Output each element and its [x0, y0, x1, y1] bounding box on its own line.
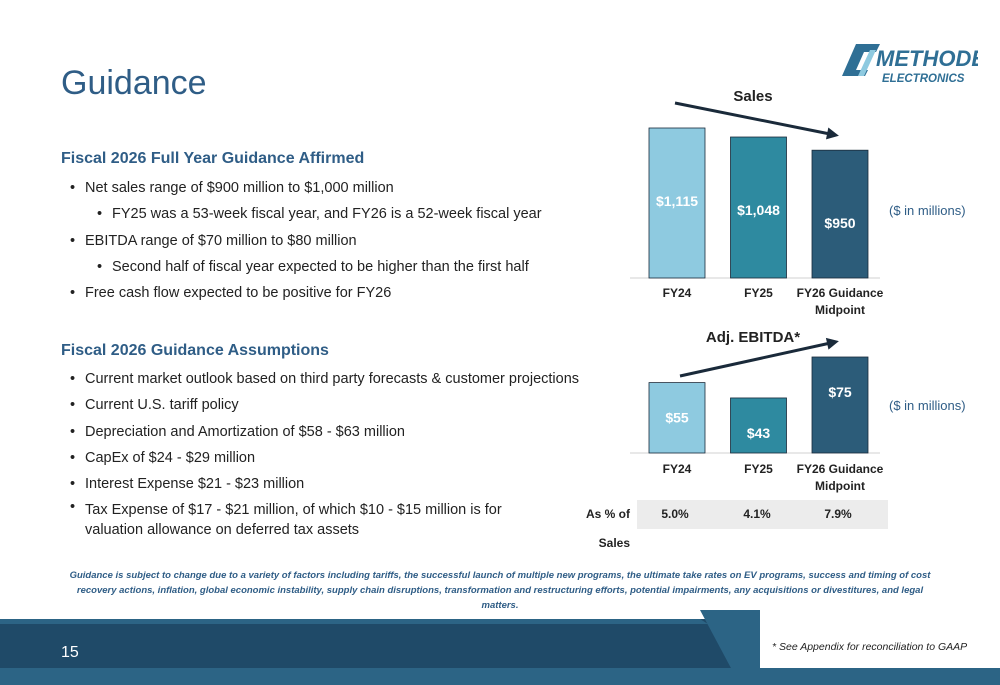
sales-unit-label: ($ in millions)	[889, 203, 966, 218]
bar-fy26-guidance-midpoint	[811, 356, 869, 454]
bullet-item: Current market outlook based on third pa…	[70, 366, 579, 393]
x-tick-label: FY25	[744, 286, 773, 300]
bar-fy24	[648, 382, 706, 454]
bullet-item: Free cash flow expected to be positive f…	[70, 280, 542, 307]
data-label: $43	[747, 425, 771, 441]
svg-text:ELECTRONICS: ELECTRONICS	[882, 73, 965, 85]
sub-bullet-item: FY25 was a 53-week fiscal year, and FY26…	[97, 201, 542, 228]
svg-text:METHODE: METHODE	[876, 46, 978, 71]
pct-of-sales-cells: 5.0% 4.1% 7.9%	[637, 500, 888, 529]
bullet-item: EBITDA range of $70 million to $80 milli…	[70, 228, 542, 255]
guidance-bullet-list: Net sales range of $900 million to $1,00…	[70, 175, 542, 307]
bar-fy26-guidance-midpoint	[811, 149, 869, 279]
data-label: $950	[824, 215, 855, 231]
ebitda-bar-chart: $55 $43 $75	[630, 337, 880, 454]
bullet-item: CapEx of $24 - $29 million	[70, 445, 550, 472]
data-label: $55	[665, 410, 689, 426]
bullet-item: Net sales range of $900 million to $1,00…	[70, 175, 542, 202]
bullet-item: Interest Expense $21 - $23 million	[70, 471, 550, 498]
trend-arrow-head	[825, 127, 839, 140]
data-label: $1,048	[737, 202, 780, 218]
trend-arrow	[679, 340, 836, 378]
pct-of-sales-row: As % of Sales 5.0% 4.1% 7.9%	[560, 500, 888, 550]
assumptions-bullet-list: Current market outlook based on third pa…	[70, 366, 579, 540]
methode-logo: METHODE ELECTRONICS	[838, 40, 978, 88]
pct-cell-fy25: 4.1%	[743, 507, 771, 521]
page-title: Guidance	[61, 64, 207, 102]
x-tick-label: FY26 Guidance Midpoint	[796, 462, 884, 493]
bullet-item: Depreciation and Amortization of $58 - $…	[70, 419, 550, 446]
section-heading-guidance: Fiscal 2026 Full Year Guidance Affirmed	[61, 150, 365, 167]
trend-arrow-head	[825, 337, 839, 350]
x-tick-label: FY25	[744, 462, 773, 476]
data-label: $75	[828, 384, 852, 400]
sales-bar-chart: $1,115 $1,048 $950	[630, 101, 880, 279]
ebitda-chart-title: Adj. EBITDA*	[705, 329, 801, 346]
ebitda-unit-label: ($ in millions)	[889, 398, 966, 413]
bar-fy24	[648, 127, 706, 279]
bullet-item: Current U.S. tariff policy	[70, 392, 550, 419]
bar-fy25	[730, 136, 787, 279]
x-tick-label: FY24	[662, 286, 692, 300]
bullet-item: Tax Expense of $17 - $21 million, of whi…	[70, 497, 540, 540]
section-heading-assumptions: Fiscal 2026 Guidance Assumptions	[61, 342, 329, 359]
x-tick-label: FY26 Guidance Midpoint	[796, 286, 884, 317]
footer-band	[0, 610, 1000, 685]
data-label: $1,115	[656, 193, 698, 209]
pct-of-sales-label: As % of Sales	[585, 507, 630, 550]
sub-bullet-item: Second half of fiscal year expected to b…	[97, 254, 542, 281]
pct-cell-fy26: 7.9%	[824, 507, 852, 521]
pct-cell-fy24: 5.0%	[661, 507, 689, 521]
trend-arrow	[674, 101, 836, 137]
x-tick-label: FY24	[662, 462, 692, 476]
bar-fy25	[730, 397, 787, 454]
sales-chart-title: Sales	[733, 88, 773, 105]
guidance-disclaimer: Guidance is subject to change due to a v…	[69, 570, 931, 611]
appendix-note: * See Appendix for reconciliation to GAA…	[772, 641, 968, 653]
page-number: 15	[61, 644, 79, 661]
